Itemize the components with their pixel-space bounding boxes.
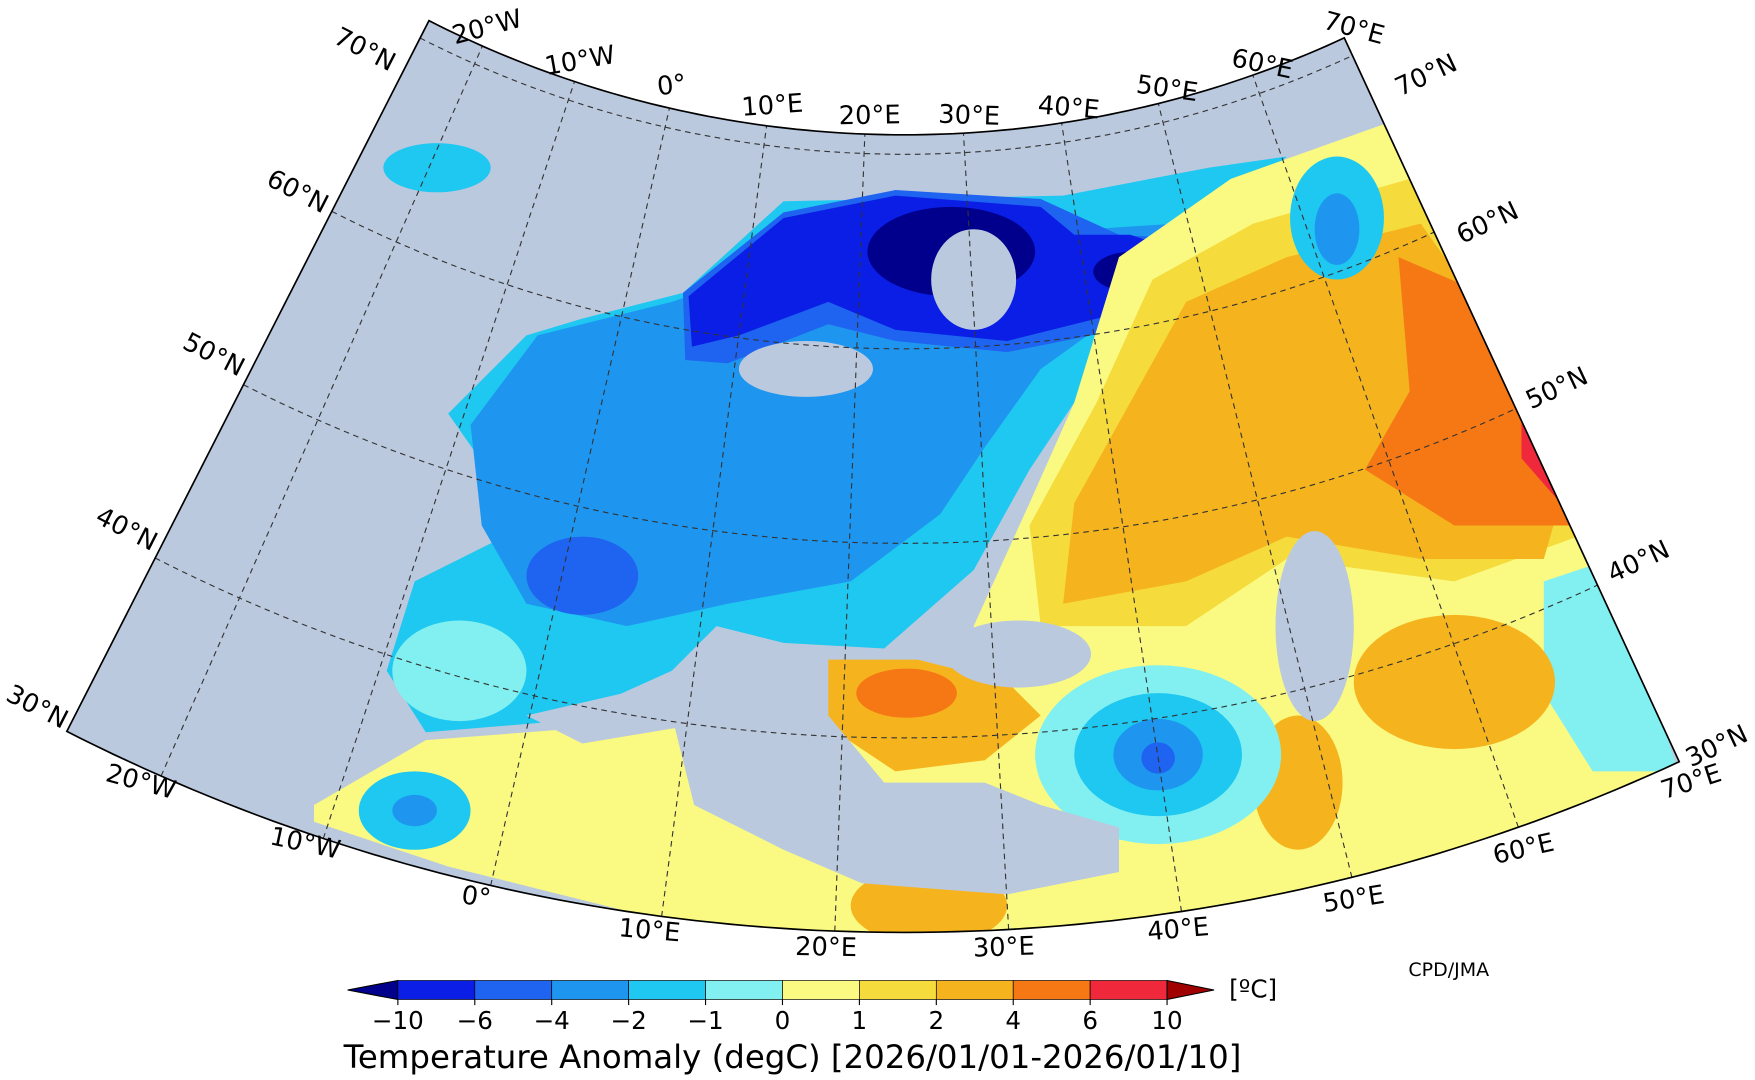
colorbar-tick-label: 4 — [1005, 1006, 1021, 1035]
iceland — [383, 143, 491, 193]
lat-label: 40°N — [1603, 535, 1674, 590]
lat-label: 30°N — [1, 679, 72, 735]
colorbar-extension-high — [1166, 979, 1215, 1001]
credit: CPD/JMA — [1408, 959, 1489, 981]
colorbar-tick-label: −2 — [611, 1006, 647, 1035]
cold-blob — [526, 536, 639, 615]
title: Temperature Anomaly (degC) [2026/01/01-2… — [343, 1038, 1242, 1076]
sea — [738, 340, 874, 397]
sea — [526, 681, 683, 744]
colorbar-tick-label: −1 — [687, 1006, 723, 1035]
colorbar-box — [1089, 980, 1168, 1000]
colorbar-tick-label: 0 — [775, 1006, 791, 1035]
lon-label: 40°E — [1146, 912, 1210, 947]
map-frame — [65, 19, 1681, 934]
sea — [671, 693, 1119, 895]
colorbar-tick-label: 2 — [928, 1006, 944, 1035]
sea — [931, 229, 1017, 330]
parallel — [243, 384, 1517, 544]
colorbar-tick-label: 6 — [1082, 1006, 1098, 1035]
lon-label: 50°E — [1321, 880, 1387, 919]
colorbar-box — [551, 980, 629, 1000]
lat-label: 40°N — [91, 501, 162, 557]
parallel — [331, 210, 1435, 350]
colorbar-tick-label: −6 — [457, 1006, 493, 1035]
sea — [945, 620, 1092, 688]
colorbar-extension-low — [347, 979, 399, 1001]
cold-blob — [392, 620, 527, 722]
colorbar-tick-label: −10 — [372, 1006, 424, 1035]
warm-blob — [1353, 614, 1556, 750]
colorbar-box — [1012, 980, 1091, 1000]
colorbar-box — [935, 980, 1014, 1000]
cool-blob — [1314, 193, 1360, 265]
meridian — [1157, 103, 1353, 878]
meridian — [661, 125, 768, 917]
colorbar-box — [705, 980, 783, 1000]
lat-label: 70°N — [329, 22, 400, 78]
lon-label: 30°E — [938, 100, 1001, 132]
lon-label: 40°E — [1037, 90, 1101, 125]
warm-blob — [856, 668, 957, 718]
lon-label: 10°E — [617, 913, 681, 948]
meridian — [490, 107, 670, 886]
meridian — [1252, 74, 1519, 828]
graticule — [154, 37, 1598, 932]
lat-label: 50°N — [178, 327, 249, 383]
lon-label: 30°E — [972, 932, 1035, 964]
meridian — [834, 134, 866, 932]
lat-label: 50°N — [1521, 361, 1592, 416]
lon-label: 0° — [460, 880, 493, 914]
lat-label: 60°N — [1452, 196, 1523, 251]
colorbar-box — [782, 980, 860, 1000]
lon-label: 50°E — [1134, 70, 1199, 108]
lon-label: 20°E — [795, 932, 857, 963]
lon-label: 0° — [655, 69, 688, 102]
colorbar-box — [397, 980, 476, 1000]
colorbar-tick-label: 1 — [852, 1006, 868, 1035]
lon-label: 10°W — [542, 40, 617, 82]
sea — [1275, 531, 1354, 722]
lat-label: 60°N — [262, 164, 333, 220]
lat-label: 70°N — [1391, 48, 1462, 103]
parallel — [154, 557, 1598, 739]
colorbar-tick-label: 10 — [1151, 1006, 1182, 1035]
colorbar-tick-label: −4 — [534, 1006, 570, 1035]
colorbar-box — [474, 980, 553, 1000]
colorbar-box — [628, 980, 706, 1000]
cool-region — [1543, 559, 1678, 783]
meridian — [322, 81, 576, 839]
meridian — [1061, 122, 1183, 912]
colorbar: −10 −6 −4 −2 −1 0 1 2 4 6 10 — [347, 979, 1215, 1035]
cool-blob — [392, 794, 438, 827]
colorbar-unit: [ºC] — [1229, 975, 1277, 1004]
meridian — [160, 45, 483, 777]
colorbar-box — [859, 980, 937, 1000]
lon-label: 20°W — [449, 4, 525, 51]
lon-label: 20°E — [839, 100, 901, 131]
meridian — [962, 133, 1010, 930]
lon-label: 10°E — [740, 89, 804, 123]
